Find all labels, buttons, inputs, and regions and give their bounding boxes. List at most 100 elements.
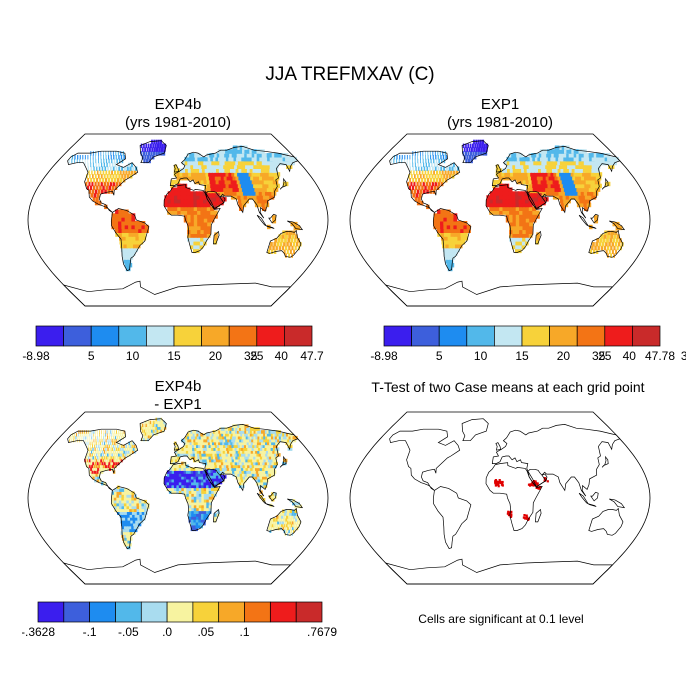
colorbar-swatch	[63, 325, 92, 347]
colorbar-tick-label: -8.98	[22, 349, 50, 363]
coastline-uk	[173, 442, 180, 451]
coastline-namerica	[67, 428, 139, 491]
coastline-borneo	[268, 213, 277, 224]
significant-cell	[531, 482, 534, 485]
colorbar-tick-label: 15	[515, 349, 529, 363]
coastline-indonesia	[578, 214, 597, 229]
colorbar-tick-label: 10	[474, 349, 488, 363]
significant-cell	[498, 479, 501, 482]
coastline-newguinea	[609, 220, 626, 231]
map-difference	[27, 411, 329, 585]
figure-title: JJA TREFMXAV (C)	[265, 64, 435, 85]
coastline-greenland	[139, 140, 167, 164]
colorbar-swatch	[411, 325, 440, 347]
colorbar-tick-label: 47.78	[645, 349, 675, 363]
coastline-europe	[169, 424, 299, 497]
coastline-japan	[601, 455, 609, 468]
significant-cell	[532, 484, 535, 487]
colorbar-swatch	[115, 601, 142, 623]
colorbar-swatch	[118, 325, 147, 347]
coastline-europe	[491, 146, 621, 219]
coastline-borneo	[590, 213, 599, 224]
map-cells	[494, 477, 549, 521]
coastline-indonesia	[256, 492, 275, 507]
significant-cell	[543, 477, 546, 480]
panel-2-title: EXP1 (yrs 1981-2010)	[350, 96, 650, 132]
colorbar-swatch	[173, 325, 202, 347]
coastline-africa	[163, 462, 221, 531]
coastline-madagascar	[213, 230, 220, 245]
significant-cell	[494, 482, 497, 485]
panel-2-title-line: EXP1	[480, 96, 520, 113]
colorbar-tick-label: 5	[88, 349, 95, 363]
colorbar-swatch	[284, 325, 313, 347]
coastline-namerica	[389, 428, 461, 491]
colorbar-tick-label: 25	[598, 349, 612, 363]
coastline-greenland	[461, 418, 489, 442]
colorbar-swatch	[35, 325, 64, 347]
coastline-uk	[173, 164, 180, 173]
coastline-arabia	[205, 190, 226, 209]
panel-3-subtitle: - EXP1	[154, 396, 202, 413]
colorbar-swatch	[201, 325, 230, 347]
coastline-borneo	[268, 491, 277, 502]
significant-cell	[546, 480, 549, 483]
coastline-samerica	[432, 208, 472, 272]
panel-3-title: EXP4b - EXP1	[28, 378, 328, 414]
map-border	[27, 133, 329, 307]
significant-cell	[525, 517, 528, 520]
coastline-australia	[588, 229, 624, 258]
significant-cell	[501, 484, 504, 487]
colorbar-tick-label: 25	[250, 349, 264, 363]
coastline-europe	[169, 146, 299, 219]
significant-cell	[536, 482, 539, 485]
colorbar-swatch	[494, 325, 523, 347]
significant-cell	[522, 516, 525, 519]
panel-3-title-line: EXP4b	[154, 378, 202, 395]
colorbar-difference: -.3628 -.1 -.05 .0 .05 .1 .7679	[22, 601, 337, 639]
colorbar-swatch	[604, 325, 633, 347]
colorbar-tick-label: -.1	[83, 625, 97, 639]
colorbar-swatch	[466, 325, 495, 347]
colorbar-swatch	[90, 325, 120, 347]
map-exp1	[349, 133, 651, 307]
coastline-indonesia	[256, 214, 275, 229]
colorbar-tick-label: 15	[167, 349, 181, 363]
significant-cell	[525, 514, 528, 517]
coastline-indonesia	[578, 492, 597, 507]
coastline-japan	[279, 455, 287, 468]
significant-cell	[526, 516, 529, 519]
colorbar-swatch	[576, 325, 606, 347]
map-border	[349, 411, 651, 585]
significant-cell	[507, 510, 510, 513]
coastline-japan	[601, 177, 609, 190]
coastline-arabia	[527, 468, 548, 487]
coastline-africa	[485, 462, 543, 531]
coastline-greenland	[139, 418, 167, 442]
coastline-madagascar	[213, 508, 220, 523]
colorbar-tick-label: -8.98	[370, 349, 398, 363]
coastline-newguinea	[287, 498, 304, 509]
map-ttest	[349, 411, 651, 585]
significant-cell	[501, 480, 504, 484]
panel-4-title-line: T-Test of two Case means at each grid po…	[371, 379, 645, 395]
colorbar-exp4b: -8.9851015202530354047.7	[22, 325, 324, 363]
panel-1-title-line: EXP4b	[154, 96, 202, 113]
map-exp4b	[27, 133, 329, 307]
coastline-samerica	[432, 486, 472, 550]
significant-cell	[533, 482, 536, 485]
colorbar-tick-label: .7679	[307, 625, 337, 639]
coastline-madagascar	[535, 508, 542, 523]
panel-2-subtitle: (yrs 1981-2010)	[447, 114, 553, 131]
significant-cell	[510, 513, 513, 516]
colorbar-swatch	[146, 325, 175, 347]
panel-1-subtitle: (yrs 1981-2010)	[125, 114, 231, 131]
colorbar-tick-label: 20	[557, 349, 571, 363]
coastline-japan	[279, 177, 287, 190]
significant-cell	[534, 482, 537, 485]
colorbar-swatch	[228, 325, 258, 347]
coastline-greenland	[461, 140, 489, 164]
colorbar-tick-label: 35	[244, 349, 258, 363]
coastline-africa	[485, 184, 543, 253]
significant-cell	[510, 510, 513, 513]
